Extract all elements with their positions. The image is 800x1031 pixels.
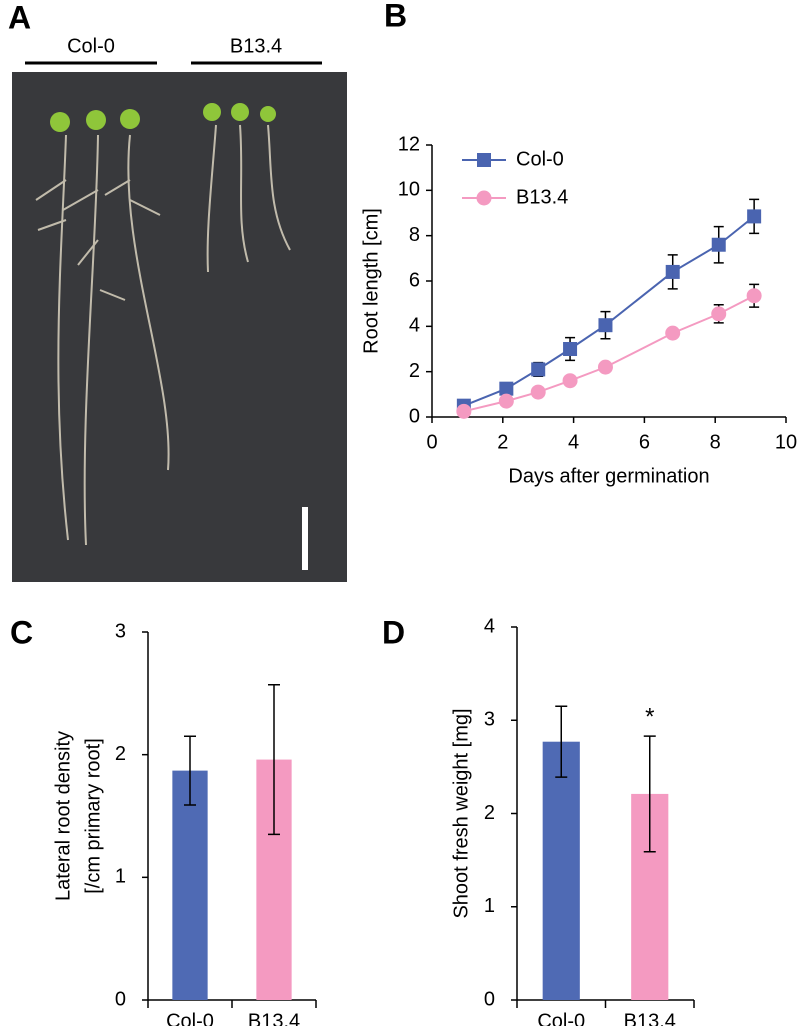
y-tick-label: 2 [115,743,126,765]
marker [665,325,681,341]
y-tick-label: 0 [484,988,495,1010]
y-axis-label: Shoot fresh weight [mg] [450,708,472,918]
x-tick-label: 4 [568,431,579,453]
panel-letter: B [384,0,407,33]
panel-letter: C [10,614,33,650]
y-axis-label: [/cm primary root] [82,738,104,894]
y-tick-label: 3 [115,620,126,642]
y-tick-label: 4 [484,615,495,637]
x-tick-label: 2 [497,431,508,453]
marker [665,264,680,279]
y-tick-label: 10 [398,179,420,201]
marker [563,342,578,356]
panel-letter: A [8,0,31,35]
photo [12,72,347,582]
x-tick-label: Col-0 [166,1010,214,1026]
error-bar [555,705,568,778]
legend-marker [477,153,491,167]
marker [711,306,727,322]
marker [498,393,514,409]
x-tick-label: B13.4 [624,1010,676,1026]
x-axis-label: Days after germination [508,465,709,487]
y-tick-label: 4 [409,315,420,337]
marker [747,209,762,224]
legend-label: Col-0 [516,148,564,170]
marker [499,381,514,396]
error-bar [184,735,196,806]
group-label: Col-0 [67,35,115,57]
x-tick-label: B13.4 [248,1010,300,1026]
y-tick-label: 3 [484,709,495,731]
bar [172,770,208,1000]
error-bar [643,735,656,853]
x-tick-label: 10 [775,431,797,453]
marker [598,318,613,333]
y-axis-label: Root length [cm] [360,208,382,354]
annotation: * [645,703,654,730]
group-label: B13.4 [230,35,282,57]
marker [711,237,726,252]
marker [746,288,762,304]
y-tick-label: 0 [115,988,126,1010]
y-tick-label: 1 [115,866,126,888]
error-bar [268,683,280,836]
y-tick-label: 2 [409,360,420,382]
marker [531,362,546,377]
panel-letter: D [382,614,405,650]
y-tick-label: 12 [398,133,420,155]
y-tick-label: 2 [484,802,495,824]
marker [562,373,578,389]
y-axis-label: Lateral root density [52,731,74,901]
x-tick-label: Col-0 [537,1010,585,1026]
y-tick-label: 0 [409,405,420,427]
legend-label: B13.4 [516,186,568,208]
x-tick-label: 6 [639,431,650,453]
y-tick-label: 1 [484,895,495,917]
marker [456,403,472,419]
legend-marker [476,190,492,206]
x-tick-label: 8 [710,431,721,453]
marker [530,384,546,400]
y-tick-label: 8 [409,224,420,246]
y-tick-label: 6 [409,269,420,291]
x-tick-label: 0 [426,431,437,453]
bar [542,741,580,1000]
marker [597,359,613,375]
